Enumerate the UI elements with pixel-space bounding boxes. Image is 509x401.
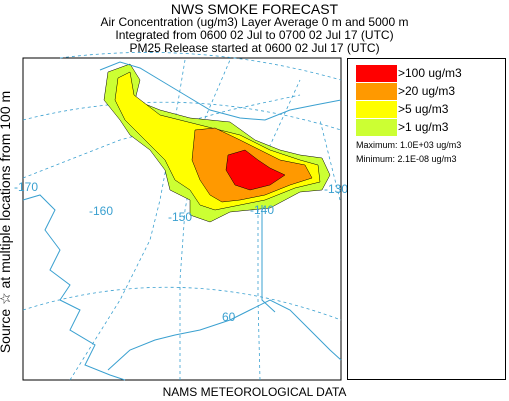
legend-swatch-5 bbox=[356, 101, 397, 118]
parallel-70 bbox=[22, 101, 342, 131]
lat-label-60: 60 bbox=[222, 310, 236, 324]
parallel-60 bbox=[22, 286, 342, 321]
legend-minimum: Minimum: 2.1E-08 ug/m3 bbox=[356, 154, 457, 164]
legend-label-20: >20 ug/m3 bbox=[398, 84, 456, 98]
parallel-80 bbox=[59, 52, 342, 81]
subtitle-concentration: Air Concentration (ug/m3) Layer Average … bbox=[100, 15, 409, 29]
legend: >100 ug/m3 >20 ug/m3 >5 ug/m3 >1 ug/m3 M… bbox=[347, 58, 506, 380]
legend-item-100: >100 ug/m3 bbox=[356, 65, 506, 82]
footer-data-source: NAMS METEOROLOGICAL DATA bbox=[162, 385, 347, 399]
legend-item-20: >20 ug/m3 bbox=[356, 83, 506, 100]
subtitle-release: PM25 Release started at 0600 02 Jul 17 (… bbox=[129, 41, 380, 55]
lon-label--140: -140 bbox=[250, 203, 274, 217]
meridian-140 bbox=[257, 79, 301, 381]
lon-label--170: -170 bbox=[14, 180, 38, 194]
plume-level-100 bbox=[225, 149, 286, 191]
map-frame bbox=[22, 57, 342, 381]
legend-label-5: >5 ug/m3 bbox=[398, 102, 449, 116]
coastline bbox=[22, 61, 342, 381]
legend-swatch-1 bbox=[356, 119, 397, 136]
meridian-170 bbox=[22, 94, 301, 179]
legend-swatch-20 bbox=[356, 83, 397, 100]
lon-label--130: -130 bbox=[324, 182, 348, 196]
legend-item-5: >5 ug/m3 bbox=[356, 101, 506, 118]
meridian-130 bbox=[319, 119, 341, 201]
subtitle-integration: Integrated from 0600 02 Jul to 0700 02 J… bbox=[115, 28, 394, 42]
lon-label--150: -150 bbox=[168, 210, 192, 224]
legend-swatch-100 bbox=[356, 65, 397, 82]
legend-label-100: >100 ug/m3 bbox=[398, 66, 462, 80]
map-title: NWS SMOKE FORECAST bbox=[170, 1, 339, 17]
meridian-160 bbox=[69, 59, 186, 381]
meridian-150 bbox=[179, 59, 231, 380]
lon-label--160: -160 bbox=[89, 204, 113, 218]
legend-item-1: >1 ug/m3 bbox=[356, 119, 506, 136]
legend-maximum: Maximum: 1.0E+03 ug/m3 bbox=[356, 140, 462, 150]
graticule bbox=[22, 52, 342, 381]
border-line bbox=[261, 205, 276, 313]
legend-label-1: >1 ug/m3 bbox=[398, 120, 449, 134]
